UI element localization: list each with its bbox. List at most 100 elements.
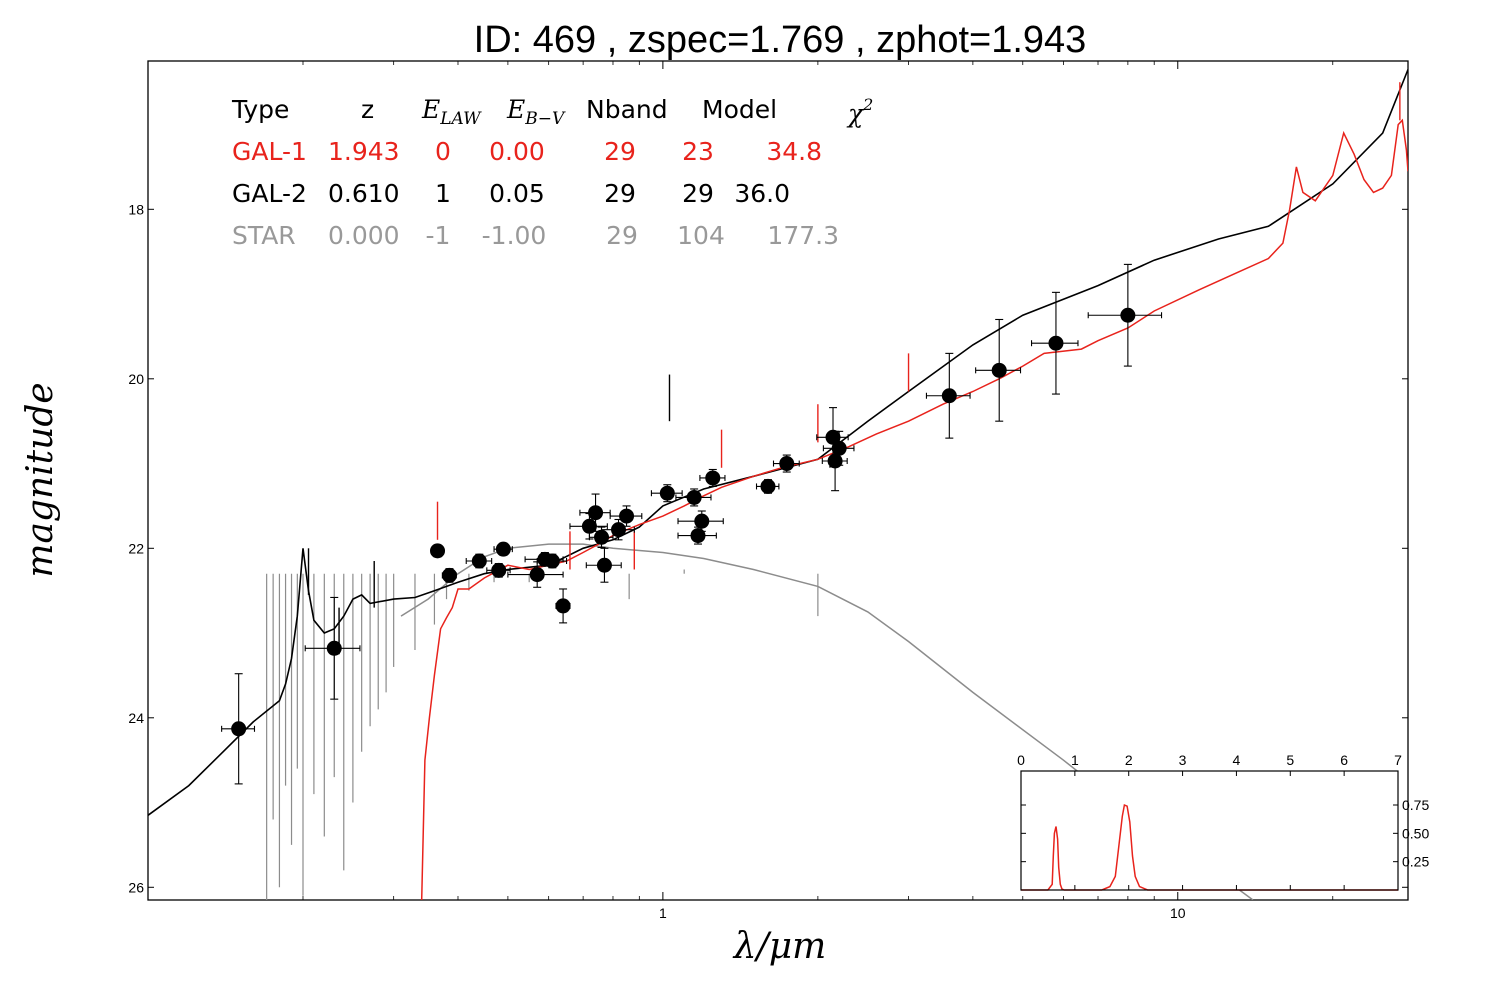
- photometry-point: [441, 567, 457, 583]
- photometry-point: [493, 541, 513, 557]
- photometry-marker: [596, 557, 612, 573]
- y-tick-label: 26: [128, 879, 144, 895]
- photometry-point: [555, 588, 571, 624]
- header-elaw: ELAW: [421, 95, 482, 129]
- cell-type: GAL-1: [232, 137, 307, 166]
- cell-nband: 29: [606, 221, 638, 250]
- inset-x-tick-label: 2: [1125, 752, 1133, 768]
- inset-x-tick-label: 1: [1071, 752, 1079, 768]
- photometry-marker: [941, 388, 957, 404]
- photometry-point: [1087, 263, 1163, 367]
- cell-chi2: 177.3: [767, 221, 839, 250]
- photometry-marker: [529, 567, 545, 583]
- y-tick-label: 18: [128, 201, 144, 217]
- photometry-point: [755, 478, 780, 494]
- inset-x-tick-label: 6: [1340, 752, 1348, 768]
- photometry-marker: [827, 453, 843, 469]
- table-row-gal1: GAL-1 1.943 0 0.00 29 23 34.8: [232, 137, 822, 166]
- photometry-point: [975, 318, 1022, 422]
- photometry-marker: [326, 640, 342, 656]
- photometry-point: [677, 526, 717, 545]
- cell-z: 0.610: [328, 179, 400, 208]
- gal2-curve: [148, 69, 1408, 816]
- inset-x-tick-label: 4: [1233, 752, 1241, 768]
- cell-elaw: 1: [435, 179, 451, 208]
- photometry-marker: [825, 429, 841, 445]
- photometry-marker: [686, 489, 702, 505]
- photometry-marker: [690, 528, 706, 544]
- inset-probability-curve: [1021, 803, 1398, 891]
- photometry-marker: [694, 513, 710, 529]
- photometry-point: [600, 518, 635, 541]
- cell-z: 0.000: [328, 221, 400, 250]
- header-ebv: EB−V: [506, 95, 566, 129]
- photometry-point: [588, 526, 614, 549]
- plot-frame: [147, 60, 1409, 901]
- photometry-point: [221, 673, 256, 785]
- inset-y-tick-label: 0.50: [1402, 825, 1429, 841]
- photometry-marker: [555, 598, 571, 614]
- photometry-marker: [495, 541, 511, 557]
- photometry-marker: [441, 567, 457, 583]
- photometry-marker: [471, 553, 487, 569]
- photometry-marker: [779, 456, 795, 472]
- photometry-marker: [831, 440, 847, 456]
- photometry-marker: [1048, 335, 1064, 351]
- photometry-marker: [760, 478, 776, 494]
- photometry-point: [1030, 291, 1079, 395]
- x-axis-ticks: 1 1 0: [302, 61, 1334, 921]
- inset-y-tick-label: 0.25: [1402, 854, 1429, 870]
- photometry-marker: [588, 505, 604, 521]
- legend-table: Type z ELAW EB−V Nband Model χ2 GAL-1 1.…: [231, 95, 873, 250]
- photometry-marker: [594, 529, 610, 545]
- photometry-point: [486, 562, 511, 578]
- photometry-marker: [705, 470, 721, 486]
- header-chi2-sup: 2: [862, 95, 873, 114]
- inset-x-axis-ticks: 0 1 2 3 4 5 6 7: [1017, 752, 1402, 890]
- photometry-point: [650, 484, 683, 503]
- cell-ebv: 0.00: [489, 137, 545, 166]
- header-elaw-sub: LAW: [439, 109, 482, 129]
- cell-z: 1.943: [328, 137, 400, 166]
- cell-type: GAL-2: [232, 179, 307, 208]
- photometry-point: [536, 553, 568, 569]
- inset-x-tick-label: 7: [1394, 752, 1402, 768]
- gal1-curve: [420, 118, 1408, 900]
- photometry-point: [304, 596, 361, 700]
- photometry-point: [677, 510, 724, 532]
- cell-chi2: 34.8: [766, 137, 822, 166]
- photometry-marker: [659, 485, 675, 501]
- inset-x-tick-label: 5: [1286, 752, 1294, 768]
- inset-x-tick-label: 3: [1179, 752, 1187, 768]
- photometry-point: [609, 505, 643, 527]
- x-tick-label: 1: [659, 905, 667, 921]
- header-elaw-main: E: [421, 95, 440, 124]
- y-tick-label: 24: [128, 710, 144, 726]
- photometry-point: [585, 547, 622, 583]
- photometry-point: [507, 561, 564, 588]
- photometry-points: [221, 263, 1163, 785]
- photometry-point: [772, 454, 800, 473]
- photometry-point: [925, 352, 971, 439]
- cell-nband: 29: [604, 137, 636, 166]
- cell-chi2: 36.0: [734, 179, 790, 208]
- inset-probability-plot: 0 1 2 3 4 5 6 7 0.25 0.50 0.75: [1017, 752, 1429, 891]
- cell-elaw: -1: [426, 221, 451, 250]
- cell-elaw: 0: [435, 137, 451, 166]
- photometry-marker: [430, 543, 446, 559]
- cell-model: 23: [682, 137, 714, 166]
- photometry-marker: [991, 362, 1007, 378]
- y-axis-label: magnitude: [20, 382, 61, 577]
- photometry-marker: [619, 508, 635, 524]
- inset-x-tick-label: 0: [1017, 752, 1025, 768]
- inset-y-axis-ticks: 0.25 0.50 0.75: [1021, 797, 1429, 870]
- header-chi2: χ2: [846, 95, 873, 128]
- header-z: z: [361, 95, 374, 124]
- photometry-point: [822, 430, 855, 466]
- photometry-marker: [1120, 307, 1136, 323]
- photometry-marker: [544, 553, 560, 569]
- photometry-marker: [231, 721, 247, 737]
- chart-title: ID: 469 , zspec=1.769 , zphot=1.943: [474, 19, 1087, 61]
